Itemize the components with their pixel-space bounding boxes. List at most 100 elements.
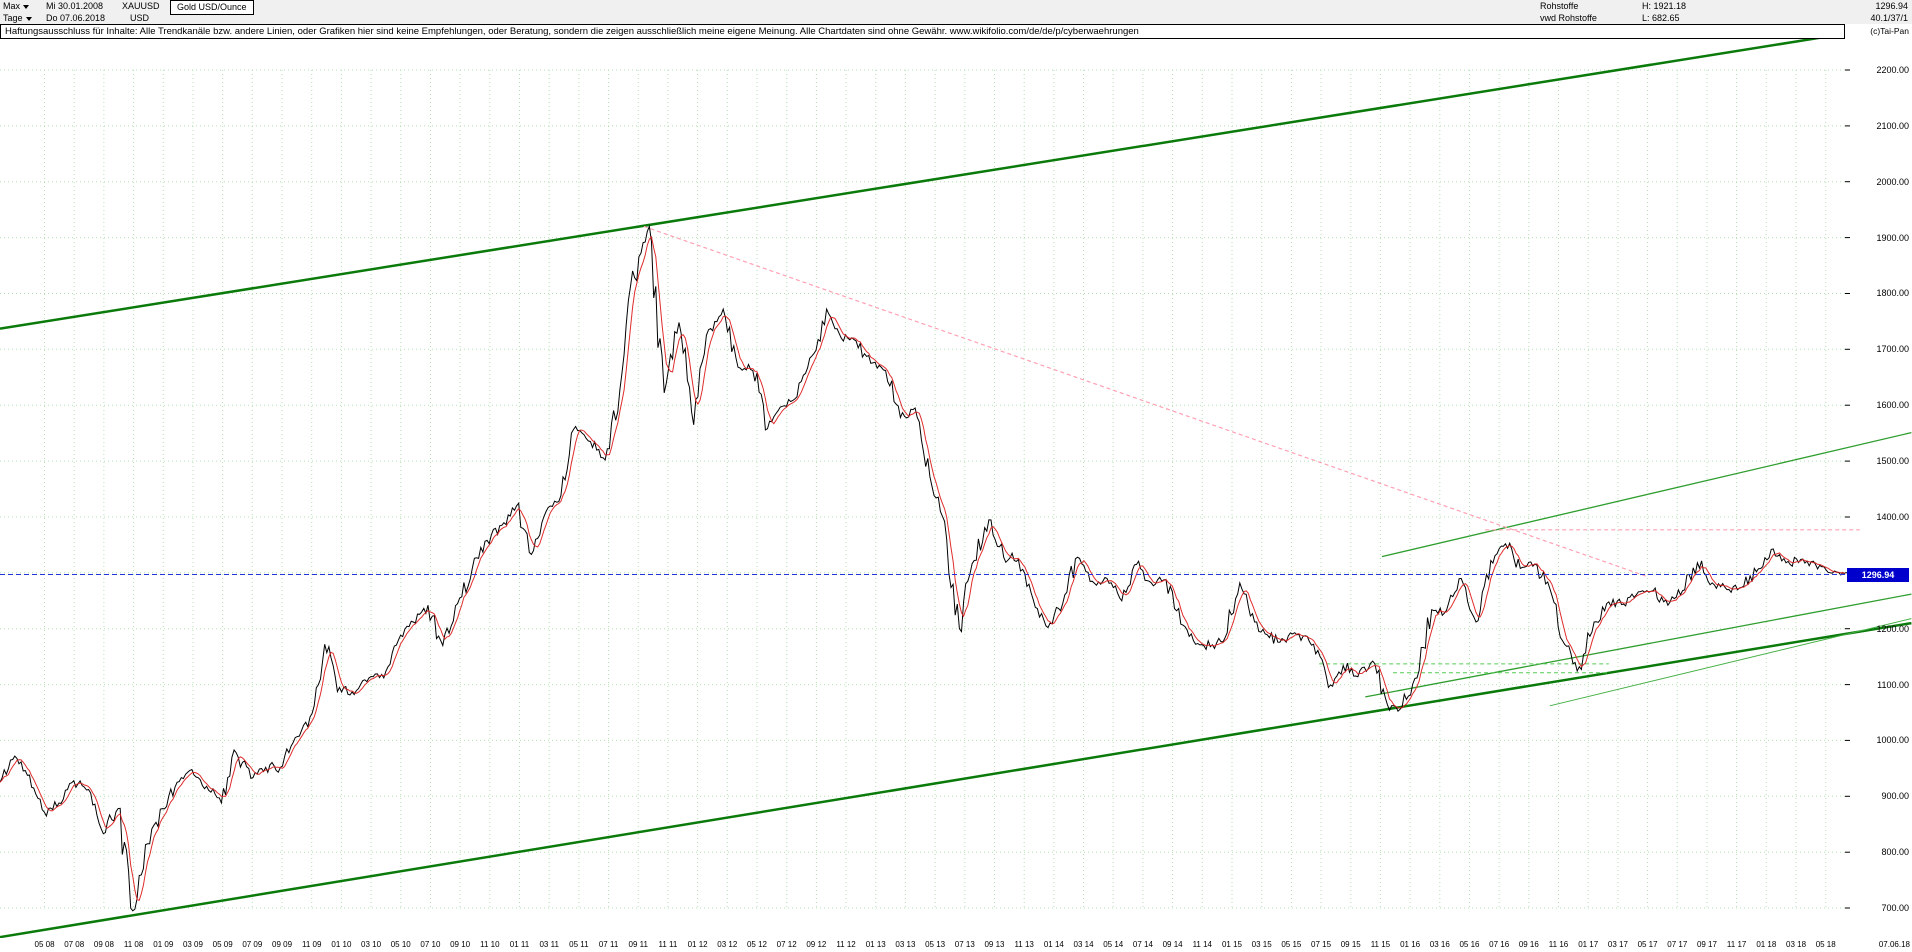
period-dropdown-label: Tage [3, 13, 23, 23]
date-axis-label: 05 12 [746, 940, 767, 949]
rising-support-line-2 [1549, 618, 1912, 707]
date-axis-label: 11 11 [658, 940, 678, 949]
disclaimer: Haftungsausschluss für Inhalte: Alle Tre… [0, 24, 1845, 39]
date-axis-label: 05 11 [569, 940, 589, 949]
date-axis-label: 01 09 [153, 940, 174, 949]
date-axis-label: 09 11 [628, 940, 648, 949]
currency-label: USD [130, 13, 150, 23]
price-axis-label: 1000.00 [1876, 735, 1909, 746]
copyright-label: (c)Tai-Pan [1870, 26, 1909, 36]
date-axis-label: 01 18 [1756, 940, 1777, 949]
period-low: L: 682.65 [1642, 13, 1680, 23]
price-line [0, 224, 1846, 912]
price-chart-svg [0, 39, 1912, 938]
date-axis-label: 11 12 [836, 940, 856, 949]
price-axis-label: 1400.00 [1876, 511, 1909, 522]
date-axis: 05 08 07 08 09 08 11 08 01 09 03 09 05 09 07 09… [0, 938, 1912, 952]
date-axis-label: 01 16 [1400, 940, 1421, 949]
symbol-label: XAUUSD [122, 1, 160, 11]
date-axis-label: 05 14 [1103, 940, 1124, 949]
end-date: Do 07.06.2018 [46, 13, 106, 23]
lower-trend-channel [0, 621, 1912, 938]
price-axis-label: 1800.00 [1876, 288, 1909, 299]
date-axis-label: 03 18 [1786, 940, 1807, 949]
price-axis-label: 2100.00 [1876, 120, 1909, 131]
instrument-name: Gold USD/Ounce [170, 0, 254, 15]
date-axis-label: 05 17 [1637, 940, 1658, 949]
date-axis-label: 07 08 [64, 940, 85, 949]
rising-support-line-1 [1365, 593, 1912, 698]
price-axis-label: 1200.00 [1876, 623, 1909, 634]
chevron-down-icon [25, 16, 32, 21]
date-axis-label: 05 08 [34, 940, 55, 949]
date-axis-label: 09 12 [806, 940, 827, 949]
date-axis-label: 01 11 [509, 940, 530, 949]
date-axis-label: 01 17 [1578, 940, 1599, 949]
price-axis-label: 700.00 [1881, 903, 1909, 914]
downtrend-line-from-ath [643, 225, 1648, 578]
date-axis-label: 07 16 [1489, 940, 1510, 949]
date-axis-label: 05 10 [390, 940, 411, 949]
date-axis-label: 07 17 [1667, 940, 1688, 949]
date-axis-label: 07 11 [598, 940, 619, 949]
date-axis-label: 09 09 [272, 940, 293, 949]
start-date: Mi 30.01.2008 [46, 1, 104, 11]
rising-resistance-line [1381, 431, 1912, 558]
date-axis-label: 09 16 [1518, 940, 1539, 949]
date-axis-label: 01 13 [865, 940, 886, 949]
date-axis-label: 03 10 [361, 940, 382, 949]
date-axis-label: 05 15 [1281, 940, 1302, 949]
price-axis-label: 1500.00 [1876, 456, 1909, 467]
date-axis-label: 07 14 [1132, 940, 1153, 949]
price-axis-label: 800.00 [1881, 847, 1909, 858]
date-axis-label: 03 15 [1251, 940, 1272, 949]
date-axis-label: 09 08 [93, 940, 114, 949]
date-axis-label: 05 09 [212, 940, 233, 949]
date-axis-label: 01 14 [1043, 940, 1064, 949]
date-axis-label: 07 15 [1311, 940, 1332, 949]
average-line [0, 235, 1846, 902]
date-axis-label: 01 12 [687, 940, 708, 949]
upper-trend-channel [0, 39, 1820, 330]
range-dropdown[interactable]: Max [3, 1, 30, 12]
price-axis-label: 1600.00 [1876, 400, 1909, 411]
date-axis-label: 03 14 [1073, 940, 1094, 949]
date-axis-label: 09 13 [984, 940, 1005, 949]
date-axis-label: 09 10 [450, 940, 471, 949]
date-axis-label: 03 11 [539, 940, 559, 949]
date-axis-label: 05 18 [1815, 940, 1836, 949]
date-axis-label: 11 17 [1726, 940, 1747, 949]
price-axis-label: 1700.00 [1876, 344, 1909, 355]
date-axis-label: 07 09 [242, 940, 263, 949]
price-axis-label: 900.00 [1881, 791, 1909, 802]
date-axis-label: 09 14 [1162, 940, 1183, 949]
data-source-label: vwd Rohstoffe [1540, 13, 1597, 23]
date-axis-label: 09 17 [1696, 940, 1717, 949]
last-price-badge: 1296.94 [1847, 567, 1909, 582]
date-axis-label: 07 12 [776, 940, 797, 949]
last-price-value: 1296.94 [1875, 1, 1908, 11]
toolbar: Max Mi 30.01.2008 XAUUSD Tage Do 07.06.2… [0, 0, 1912, 24]
price-axis-label: 2000.00 [1876, 176, 1909, 187]
price-axis-label: 1100.00 [1877, 679, 1909, 690]
range-dropdown-label: Max [3, 1, 21, 11]
date-axis-label: 03 16 [1429, 940, 1450, 949]
end-date-label: 07.06.18 [1878, 940, 1910, 949]
date-axis-label: 05 16 [1459, 940, 1480, 949]
chevron-down-icon [23, 4, 30, 9]
date-axis-label: 07 13 [954, 940, 975, 949]
date-axis-label: 11 10 [480, 940, 500, 949]
date-axis-label: 03 17 [1607, 940, 1628, 949]
date-axis-label: 05 13 [925, 940, 946, 949]
price-axis-label: 1900.00 [1876, 232, 1909, 243]
stats-value: 40.1/37/1 [1870, 13, 1908, 23]
period-high: H: 1921.18 [1642, 1, 1687, 11]
category-label: Rohstoffe [1540, 1, 1579, 11]
period-dropdown[interactable]: Tage [3, 13, 32, 24]
date-axis-label: 01 10 [331, 940, 352, 949]
chart-area[interactable]: 700.00 800.00 900.00 1000.00 1100.00 1200.00 1… [0, 39, 1912, 938]
date-axis-label: 11 08 [123, 940, 144, 949]
date-axis-label: 03 13 [895, 940, 916, 949]
date-axis-label: 03 09 [182, 940, 203, 949]
